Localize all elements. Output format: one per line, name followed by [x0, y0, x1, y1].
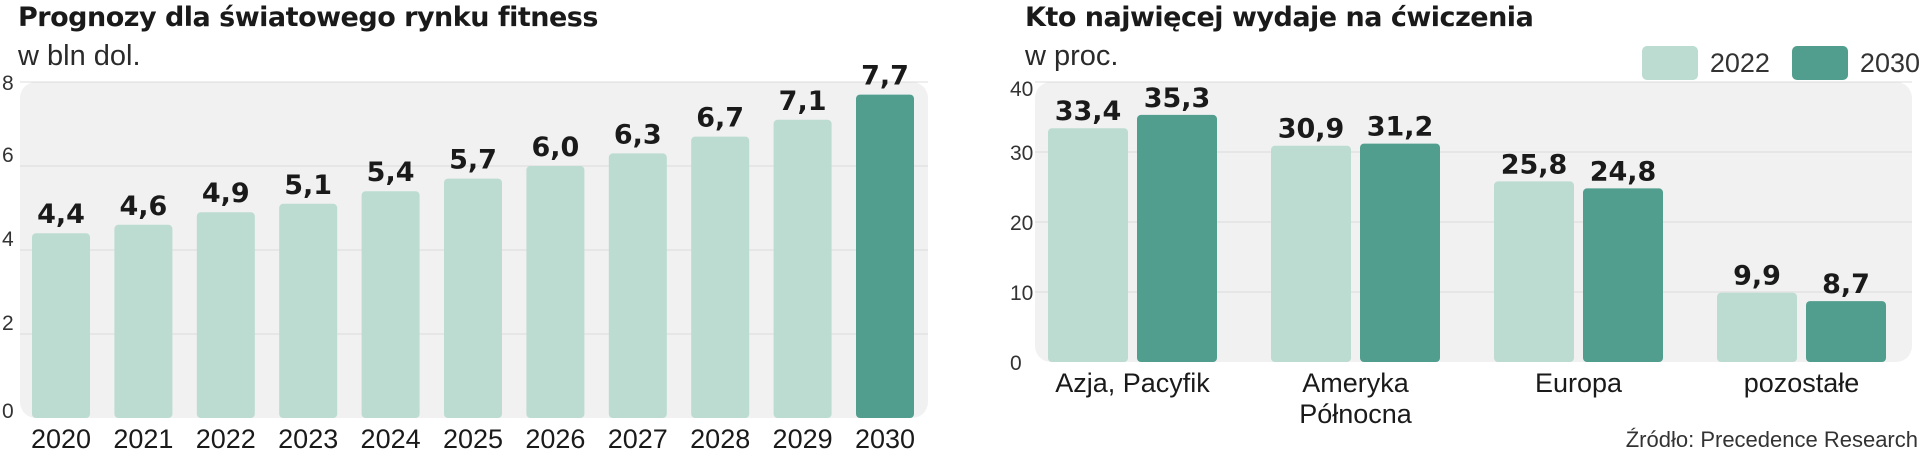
bar	[1494, 181, 1574, 362]
x-tick-label: 2025	[443, 424, 503, 454]
bar	[1717, 292, 1797, 362]
bar	[691, 136, 750, 418]
spending-grouped-bar-chart: 0 10 20 30 40 33,4 35,3 Azja, Pacyfik 30,9 31,2 Am…	[1010, 78, 1912, 429]
bar	[444, 178, 502, 418]
bar	[1271, 145, 1351, 362]
source-note: Źródło: Precedence Research	[1625, 427, 1918, 452]
chart-legend: 2022 2030	[1620, 46, 1920, 80]
bar	[32, 233, 90, 418]
x-tick-label: pozostałe	[1744, 368, 1860, 398]
chart-title: Kto najwięcej wydaje na ćwiczenia	[1025, 2, 1534, 33]
spending-by-region-chart-panel: Kto najwięcej wydaje na ćwiczenia w proc…	[1010, 0, 1920, 457]
x-tick-label: Azja, Pacyfik	[1055, 368, 1210, 398]
x-tick-label: 2030	[855, 424, 915, 454]
bar	[1360, 143, 1440, 362]
y-tick-label: 10	[1010, 282, 1033, 305]
y-tick-label: 0	[2, 400, 14, 423]
data-label: 8,7	[1822, 269, 1870, 300]
data-label: 7,1	[779, 86, 827, 117]
x-tick-label: 2027	[608, 424, 668, 454]
legend-label: 2030	[1859, 47, 1920, 78]
bar	[279, 203, 338, 418]
x-tick-label: Ameryka	[1302, 368, 1410, 398]
y-tick-label: 2	[2, 312, 14, 335]
y-tick-label: 30	[1010, 142, 1033, 165]
data-label: 6,0	[531, 132, 579, 163]
bar	[114, 224, 173, 418]
data-label: 4,6	[119, 191, 167, 222]
chart-subtitle: w bln dol.	[18, 40, 141, 72]
x-tick-label: 2029	[773, 424, 833, 454]
x-tick-label: 2028	[690, 424, 750, 454]
legend-item: 2022	[1641, 46, 1770, 80]
data-label: 25,8	[1501, 149, 1568, 180]
bar	[608, 153, 667, 418]
market-forecast-chart-panel: Prognozy dla światowego rynku fitness w …	[0, 0, 940, 457]
data-label: 30,9	[1278, 114, 1345, 145]
data-label: 24,8	[1590, 156, 1657, 187]
bar	[196, 212, 255, 418]
data-label: 5,7	[449, 145, 497, 176]
data-label: 35,3	[1144, 83, 1211, 114]
legend-item: 2030	[1791, 46, 1920, 80]
legend-swatch	[1641, 46, 1698, 80]
x-tick-label: 2026	[525, 424, 585, 454]
x-tick-label: 2024	[361, 424, 421, 454]
data-label: 4,9	[202, 178, 250, 209]
chart-title: Prognozy dla światowego rynku fitness	[18, 2, 598, 33]
legend-swatch	[1791, 46, 1848, 80]
data-label: 33,4	[1055, 96, 1122, 127]
y-tick-label: 8	[2, 72, 14, 95]
market-forecast-bar-chart: 0 2 4 6 8 4,4 2020 4,6 2021 4,9 2022 5,1 2023 5,4 2024…	[2, 61, 928, 454]
bar	[1583, 188, 1663, 362]
data-label: 31,2	[1367, 112, 1434, 143]
chart-subtitle: w proc.	[1025, 40, 1119, 72]
y-tick-label: 6	[2, 144, 14, 167]
x-tick-label: 2021	[113, 424, 173, 454]
data-label: 5,4	[367, 157, 415, 188]
bar	[526, 166, 585, 418]
legend-label: 2022	[1709, 47, 1770, 78]
x-tick-label: 2023	[278, 424, 338, 454]
y-tick-label: 20	[1010, 212, 1033, 235]
bar	[1048, 128, 1128, 362]
x-tick-label: Północna	[1299, 399, 1413, 429]
bar	[856, 94, 914, 418]
x-tick-label: 2022	[196, 424, 256, 454]
data-label: 9,9	[1733, 261, 1781, 292]
bar	[361, 191, 420, 418]
bar	[773, 119, 832, 419]
bar	[1806, 301, 1886, 362]
data-label: 7,7	[861, 61, 909, 92]
y-tick-label: 0	[1010, 352, 1022, 375]
y-tick-label: 4	[2, 228, 14, 251]
x-tick-label: 2020	[31, 424, 91, 454]
data-label: 6,3	[614, 119, 662, 150]
data-label: 4,4	[37, 199, 85, 230]
x-tick-label: Europa	[1535, 368, 1623, 398]
data-label: 5,1	[284, 170, 332, 201]
bar	[1137, 114, 1217, 363]
y-tick-label: 40	[1010, 78, 1033, 101]
data-label: 6,7	[696, 103, 744, 134]
